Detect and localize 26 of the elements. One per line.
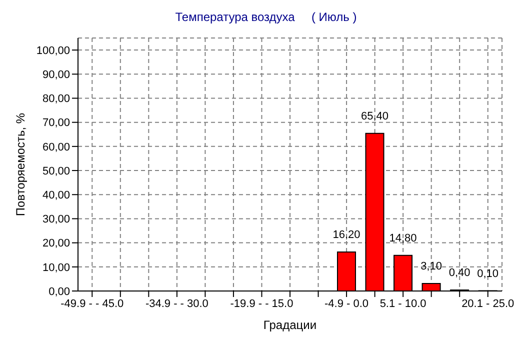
y-tick-label: 10,00 (42, 262, 70, 274)
data-label: 3,10 (420, 260, 442, 273)
y-tick-label: 70,00 (42, 117, 70, 130)
data-label: 0,10 (477, 268, 499, 280)
data-label: 0,40 (448, 267, 470, 280)
x-tick-label: -34.9 - - 30.0 (145, 298, 208, 310)
y-tick-label: 60,00 (42, 141, 70, 154)
y-tick-label: 80,00 (42, 93, 70, 106)
y-tick-label: 90,00 (42, 69, 70, 82)
x-tick-label: -19.9 - - 15.0 (230, 298, 294, 310)
x-tick-label: 20.1 - 25.0 (462, 298, 514, 310)
x-tick-label: -4.9 - 0.0 (324, 298, 369, 310)
data-label: 65,40 (360, 110, 389, 122)
x-axis-title: Градации (263, 318, 317, 332)
y-axis-title: Повторяемость, % (13, 112, 28, 216)
x-tick-label: 5.1 - 10.0 (380, 298, 426, 310)
y-tick-label: 20,00 (42, 238, 70, 250)
chart-title: Температура воздуха ( Июль ) (174, 10, 358, 24)
y-tick-label: 40,00 (42, 190, 70, 202)
y-tick-label: 0,00 (48, 286, 70, 298)
data-label: 16,20 (332, 228, 360, 241)
y-tick-label: 30,00 (42, 214, 70, 226)
y-tick-label: 50,00 (42, 165, 70, 178)
x-tick-label: -49.9 - - 45.0 (60, 298, 124, 310)
data-label: 14,80 (389, 232, 417, 244)
y-tick-label: 100,00 (36, 44, 70, 57)
